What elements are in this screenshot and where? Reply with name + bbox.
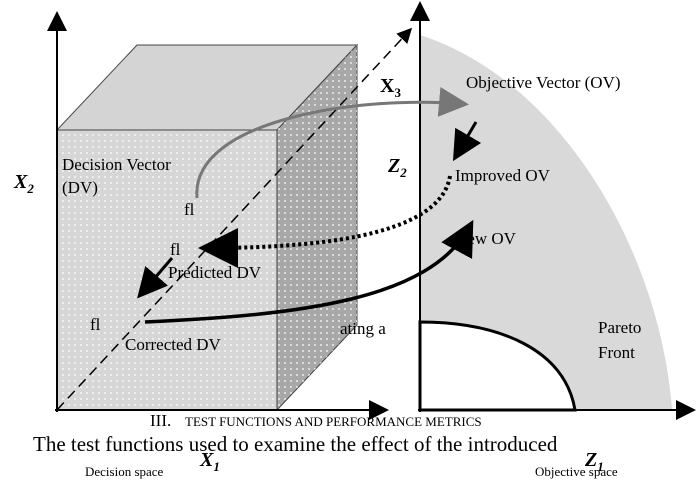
- label: Front: [598, 343, 635, 362]
- label: New OV: [455, 229, 517, 248]
- pareto-front: [418, 320, 577, 412]
- correct-arrow: [137, 257, 174, 299]
- body-text: The test functions used to examine the e…: [33, 432, 558, 456]
- label: fl: [90, 315, 101, 334]
- x1-label: X1: [199, 449, 220, 474]
- label: Objective Vector (OV): [466, 73, 621, 92]
- x3-axis: [56, 27, 413, 411]
- section-number: III.: [150, 411, 171, 430]
- label: ating a: [340, 319, 386, 338]
- improve-arrow: [452, 121, 482, 162]
- objective-region: [420, 35, 672, 410]
- label: Predicted DV: [168, 263, 262, 282]
- predict-arrow: [198, 175, 452, 268]
- label: Pareto: [598, 318, 641, 337]
- x3-label: X3: [380, 75, 401, 100]
- label: fl: [184, 200, 195, 219]
- map-arrow: [195, 86, 469, 199]
- z1-label: Z1: [584, 449, 604, 474]
- caption: Objective space: [535, 464, 618, 479]
- label: Decision Vector: [62, 155, 171, 174]
- x2-label: X2: [13, 171, 34, 196]
- z2-label: Z2: [387, 155, 407, 180]
- label: (DV): [62, 178, 98, 197]
- section-title: Test Functions and Performance Metrics: [185, 414, 482, 429]
- cube-side-dots: [277, 45, 357, 410]
- label: fl: [170, 240, 181, 259]
- new-arrow: [144, 219, 474, 324]
- caption: Decision space: [85, 464, 164, 479]
- label: Corrected DV: [125, 335, 222, 354]
- label: Improved OV: [455, 166, 551, 185]
